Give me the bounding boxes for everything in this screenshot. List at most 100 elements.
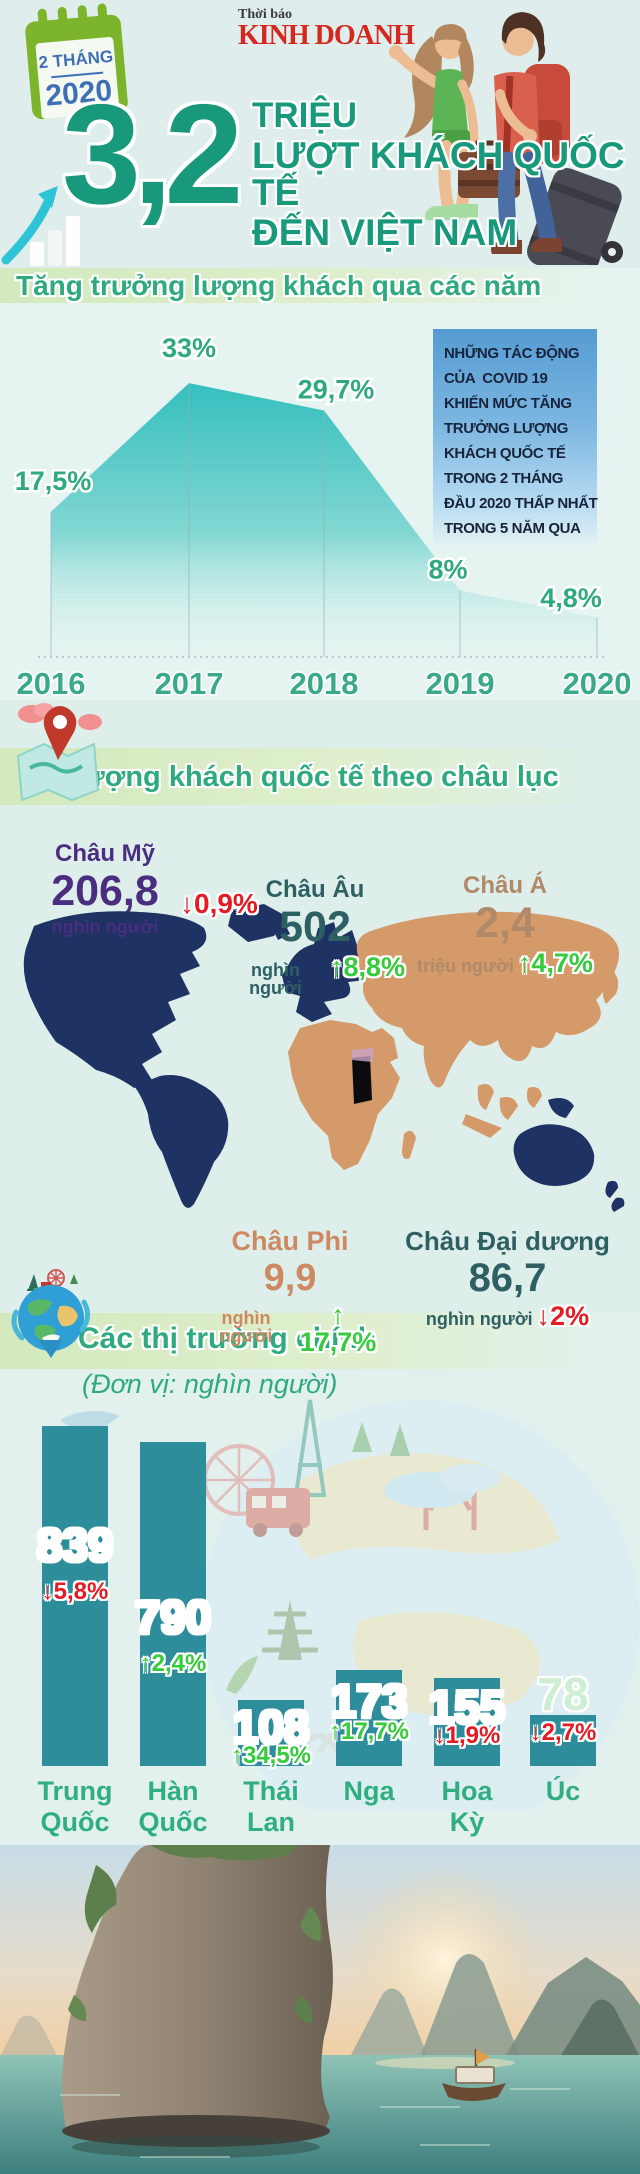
chart-year-labels: 2016 2017 2018 2019 2020 — [15, 665, 633, 703]
calendar-month: 2 THÁNG — [37, 46, 114, 73]
continent-name: Châu Âu — [265, 876, 365, 903]
logo-tagline: Thời báo — [238, 7, 293, 22]
bar-value: 78 — [537, 1668, 589, 1720]
down-arrow-icon: ↓ — [529, 1719, 542, 1746]
folded-map-icon — [16, 742, 100, 802]
bar-change: ↑17,7% — [324, 1718, 414, 1746]
continent-value: 2,4 — [475, 899, 535, 947]
world-map — [23, 904, 625, 1212]
change-value: 34,5% — [242, 1742, 312, 1769]
markets-unit-subtitle: (Đơn vị: nghìn người) — [82, 1369, 338, 1399]
headline-number: 3,2 — [62, 75, 243, 234]
label-line: Kỳ — [449, 1807, 485, 1837]
continent-change: ↓0,9% — [180, 890, 258, 918]
continent-europe — [272, 922, 374, 1022]
change-value: 8,8% — [343, 952, 405, 982]
location-pin-icon — [43, 706, 77, 760]
change-value: 17,7% — [299, 1327, 377, 1357]
tree-icon — [352, 1422, 372, 1452]
markets-title-band — [0, 1313, 640, 1369]
stat-chau-au: Châu Âu 502 nghìn người ↑8,8% — [225, 876, 405, 998]
note-line: TRƯỞNG LƯỢNG — [444, 420, 569, 437]
continent-name: Châu Phi — [231, 1226, 349, 1256]
bar-label-thai-lan: Thái Lan — [216, 1776, 326, 1838]
continent-unit: nghìn người — [51, 917, 159, 937]
stat-chau-my: Châu Mỹ 206,8 nghìn người ↓0,9% — [20, 842, 258, 937]
continents-title-band — [0, 748, 640, 805]
bar-value: 108 — [232, 1701, 310, 1753]
main-markets-bar-chart: 839 ↓5,8% 790 ↑2,4% 108 ↑34,5% 173 ↑17,7… — [0, 1360, 640, 1769]
label-line: Trung — [37, 1776, 113, 1806]
bar-hoa-ky: 155 ↓1,9% — [429, 1678, 505, 1766]
up-arrow-icon: ↑ — [230, 1742, 243, 1769]
continent-unit: nghìn người — [219, 1308, 273, 1346]
distant-karsts — [0, 1954, 640, 2057]
headline-line3: ĐẾN VIỆT NAM — [252, 212, 518, 253]
bar-value: 790 — [134, 1591, 212, 1643]
label-line: Quốc — [40, 1807, 110, 1837]
continent-change: ↓2% — [537, 1303, 590, 1330]
publisher-logo: Thời báo KINH DOANH — [238, 7, 415, 51]
label-line: Quốc — [138, 1807, 208, 1837]
bar-change: ↑2,4% — [128, 1650, 218, 1678]
label-line: Nga — [343, 1776, 395, 1806]
growth-area-chart: 17,5% 33% 29,7% 8% 4,8% 2016 2017 2018 2019 2020 — [12, 331, 633, 703]
data-point-label: 4,8% — [540, 583, 602, 613]
up-arrow-icon: ↑ — [329, 952, 344, 982]
down-arrow-icon: ↓ — [536, 1301, 551, 1331]
change-value: 2% — [550, 1301, 590, 1331]
year-axis-label: 2019 — [426, 666, 495, 701]
continent-north-america — [23, 904, 286, 1208]
stat-chau-phi: Châu Phi 9,9 nghìn người ↑ 17,7% — [200, 1228, 380, 1356]
continent-name: Châu Á — [463, 872, 547, 899]
bar-value: 155 — [428, 1681, 506, 1733]
big-karst-rock — [62, 1845, 333, 2158]
growth-chart-icon — [1, 186, 80, 266]
bar-change: ↑34,5% — [226, 1742, 316, 1770]
year-axis-label: 2017 — [155, 666, 224, 701]
year-axis-label: 2016 — [17, 666, 86, 701]
boat-flag — [476, 2049, 490, 2065]
continent-value: 86,7 — [468, 1256, 547, 1300]
change-value: 2,4% — [151, 1650, 207, 1677]
change-value: 4,7% — [531, 948, 593, 978]
chart-point-labels: 17,5% 33% 29,7% 8% 4,8% — [12, 331, 604, 616]
logo-name: KINH DOANH — [238, 20, 415, 51]
continent-name: Châu Đại dương — [405, 1226, 610, 1256]
continent-unit: triệu người — [417, 956, 514, 976]
sudan-dark-region — [352, 1048, 374, 1104]
bar-label-trung-quoc: Trung Quốc — [20, 1776, 130, 1838]
man-traveler-illustration — [491, 12, 623, 265]
note-line: ĐẦU 2020 THẤP NHẤT — [444, 495, 598, 512]
palm-tree-icon — [226, 1656, 258, 1694]
note-line: CỦA COVID 19 — [444, 370, 548, 387]
markets-section-title: Các thị trường chính — [78, 1322, 377, 1355]
bar-thai-lan: 108 ↑34,5% — [231, 1700, 311, 1769]
travel-collage-background — [60, 1399, 640, 1810]
headline-line1: TRIỆU — [252, 96, 357, 135]
up-arrow-icon: ↑ — [139, 1650, 152, 1677]
bar-change: ↓2,7% — [518, 1719, 608, 1747]
continent-unit: nghìn người — [249, 960, 302, 998]
headline-text: TRIỆU LƯỢT KHÁCH QUỐC TẾ ĐẾN VIỆT NAM — [252, 98, 640, 251]
tour-boat — [442, 2049, 506, 2101]
bar-uc: 78 ↓2,7% — [530, 1668, 596, 1766]
label-line: Hoa — [441, 1776, 493, 1806]
continent-change: ↑ 17,7% — [296, 1302, 380, 1356]
continent-value: 502 — [279, 903, 351, 951]
plane-icon — [60, 1410, 120, 1431]
change-value: 1,9% — [445, 1722, 501, 1749]
down-arrow-icon: ↓ — [180, 888, 194, 919]
growth-section-title: Tăng trưởng lượng khách qua các năm — [16, 270, 542, 301]
down-arrow-icon: ↓ — [41, 1578, 54, 1605]
covid-note-box: NHỮNG TÁC ĐỘNG CỦA COVID 19 KHIẾN MỨC TĂ… — [433, 329, 598, 545]
down-arrow-icon: ↓ — [433, 1722, 446, 1749]
data-point-label: 17,5% — [15, 466, 92, 496]
change-value: 2,7% — [541, 1719, 597, 1746]
halong-bay-photo — [0, 1845, 640, 2174]
label-line: Hàn — [147, 1776, 199, 1806]
map-pin-icon — [16, 703, 102, 802]
bar-nga: 173 ↑17,7% — [329, 1670, 409, 1766]
rock-reflection — [72, 2136, 320, 2158]
bar-label-hoa-ky: Hoa Kỳ — [412, 1776, 522, 1838]
